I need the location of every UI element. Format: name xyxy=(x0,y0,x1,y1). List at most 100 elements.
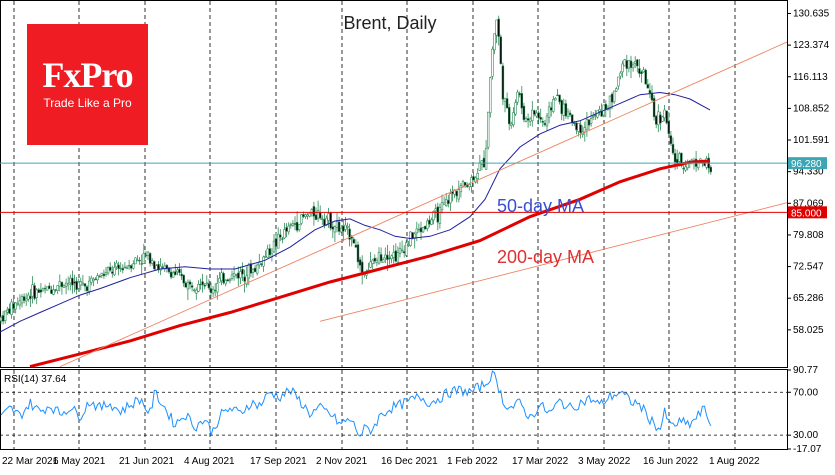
candle xyxy=(283,229,286,239)
candle xyxy=(386,254,389,260)
candle xyxy=(678,153,681,162)
candle xyxy=(640,71,643,75)
candle xyxy=(558,94,561,103)
candle xyxy=(583,127,587,133)
candle xyxy=(100,272,104,276)
candle xyxy=(306,214,309,217)
annotation-50dma: 50-day MA xyxy=(497,196,584,216)
candle xyxy=(491,48,494,77)
candle xyxy=(339,227,343,233)
candle xyxy=(642,69,645,73)
candle xyxy=(646,84,650,89)
candle xyxy=(438,207,442,224)
candle xyxy=(335,221,339,228)
candle xyxy=(344,224,347,230)
rsi-panel: RSI(14) 37.64 xyxy=(0,369,788,450)
candle xyxy=(41,288,45,292)
candle xyxy=(398,247,402,254)
candle xyxy=(249,263,253,274)
x-tick-label: 4 Aug 2021 xyxy=(184,456,235,467)
candle xyxy=(119,267,122,270)
candle xyxy=(493,33,496,51)
candle xyxy=(556,94,559,97)
candle xyxy=(638,68,641,74)
rsi-axis: 90.77 70.00 30.00 -17.07 xyxy=(787,365,822,455)
candle xyxy=(505,98,509,109)
candle xyxy=(151,260,154,264)
candle xyxy=(45,286,49,291)
candle xyxy=(518,93,521,96)
candle xyxy=(29,296,32,299)
candle xyxy=(85,286,89,292)
candle xyxy=(680,152,683,167)
candle xyxy=(480,160,484,165)
candle xyxy=(83,283,87,287)
candle xyxy=(203,284,206,287)
candle xyxy=(482,157,486,168)
candle xyxy=(81,282,85,285)
candle xyxy=(195,289,198,294)
candle xyxy=(402,251,406,254)
x-tick-label: 16 Jun 2022 xyxy=(643,456,698,467)
candle xyxy=(146,251,150,256)
candle xyxy=(297,224,301,230)
candle xyxy=(218,278,221,283)
candle xyxy=(570,114,574,124)
200-day-ma-line xyxy=(29,159,711,367)
candle xyxy=(447,199,450,205)
candle xyxy=(201,281,204,285)
candle xyxy=(373,257,376,262)
candle xyxy=(354,244,358,248)
candle xyxy=(413,233,416,239)
candle xyxy=(514,102,517,115)
candle xyxy=(327,213,330,221)
fxpro-logo: FxPro Trade Like a Pro xyxy=(27,24,148,145)
candle xyxy=(117,264,120,269)
candle xyxy=(434,208,437,212)
candle xyxy=(169,271,173,278)
candle xyxy=(667,120,671,134)
candle xyxy=(419,227,423,233)
candle xyxy=(161,266,164,269)
candle xyxy=(92,278,95,282)
candle xyxy=(16,303,19,305)
candle xyxy=(537,112,540,119)
candle xyxy=(314,214,318,220)
candle xyxy=(604,103,608,110)
candle xyxy=(440,202,444,211)
candle xyxy=(274,238,278,247)
candle xyxy=(610,93,614,103)
candle xyxy=(106,267,110,274)
candle xyxy=(104,272,108,275)
rsi-label: RSI(14) 37.64 xyxy=(4,374,67,385)
candle xyxy=(579,124,582,134)
candle xyxy=(27,294,30,300)
candle xyxy=(442,202,446,205)
candle xyxy=(73,281,76,284)
candle xyxy=(31,284,34,297)
candle xyxy=(102,273,106,277)
rsi-panel-frame xyxy=(0,369,788,450)
candle xyxy=(285,227,288,232)
candle xyxy=(554,97,557,101)
candle xyxy=(396,252,400,263)
candle xyxy=(346,225,349,228)
candle xyxy=(526,118,530,121)
candle xyxy=(545,115,549,127)
candle xyxy=(430,219,433,225)
annotation-200dma: 200-day MA xyxy=(497,247,594,267)
x-tick-label: 21 Jun 2021 xyxy=(119,456,174,467)
candle xyxy=(533,110,536,115)
y-tick-label: 72.547 xyxy=(793,262,824,273)
candle xyxy=(245,275,248,285)
candle xyxy=(88,280,91,292)
candle xyxy=(495,19,498,36)
candle xyxy=(468,184,471,188)
candle xyxy=(276,233,280,249)
candle xyxy=(552,99,555,112)
x-tick-label: 2 Nov 2021 xyxy=(316,456,368,467)
candle xyxy=(661,116,664,122)
candle xyxy=(48,285,51,289)
candle xyxy=(497,18,500,37)
candle xyxy=(136,259,139,262)
